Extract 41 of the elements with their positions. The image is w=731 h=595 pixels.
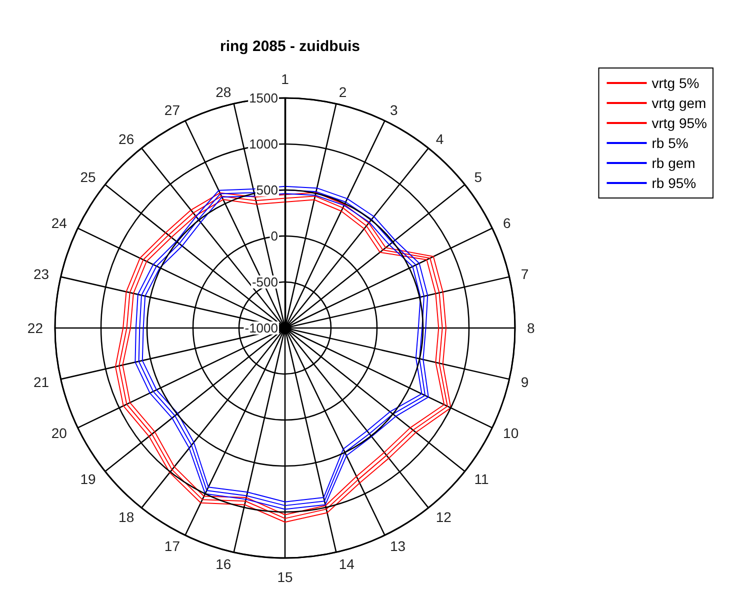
spoke-label: 2 xyxy=(338,84,347,100)
spoke-label: 8 xyxy=(527,320,535,336)
spoke-label: 17 xyxy=(164,538,180,554)
spoke-label: 14 xyxy=(338,556,355,572)
spoke-label: 24 xyxy=(51,215,68,231)
y-tick-label: 1500 xyxy=(249,90,278,106)
legend-label: vrtg 5% xyxy=(652,75,700,91)
spoke-label: 11 xyxy=(474,470,489,487)
spoke-label: 1 xyxy=(281,71,290,87)
legend-label: vrtg 95% xyxy=(652,115,707,131)
spoke-label: 25 xyxy=(80,169,96,186)
spoke-label: 19 xyxy=(80,470,96,487)
spoke-label: 10 xyxy=(503,425,519,441)
spoke-label: 23 xyxy=(33,266,50,282)
spoke-label: 9 xyxy=(520,374,529,390)
y-tick-label: 500 xyxy=(256,182,278,198)
spoke-label: 16 xyxy=(216,556,232,572)
spoke-label: 6 xyxy=(503,215,512,231)
spoke-label: 21 xyxy=(33,374,50,390)
y-tick-label: -500 xyxy=(252,274,278,290)
spoke-label: 22 xyxy=(27,320,44,336)
legend-label: rb gem xyxy=(652,155,696,171)
y-tick-label: 0 xyxy=(270,228,278,244)
spoke-label: 27 xyxy=(164,102,180,118)
spoke-label: 12 xyxy=(436,509,452,526)
spoke-label: 20 xyxy=(51,425,68,441)
spoke-label: 5 xyxy=(474,169,482,186)
spoke-label: 13 xyxy=(390,538,406,554)
spoke-label: 3 xyxy=(390,102,398,118)
spoke-label: 26 xyxy=(118,130,134,147)
spoke-label: 7 xyxy=(520,266,529,282)
spoke-label: 28 xyxy=(216,84,232,100)
y-tick-label: -1000 xyxy=(244,320,278,336)
legend-label: rb 5% xyxy=(652,135,688,151)
chart-title: ring 2085 - zuidbuis xyxy=(220,38,360,55)
legend-label: vrtg gem xyxy=(652,95,706,111)
spoke-label: 18 xyxy=(118,509,134,526)
legend-label: rb 95% xyxy=(652,175,696,191)
spoke-label: 15 xyxy=(277,569,293,585)
spoke-label: 4 xyxy=(436,130,444,147)
y-tick-label: 1000 xyxy=(249,136,278,152)
